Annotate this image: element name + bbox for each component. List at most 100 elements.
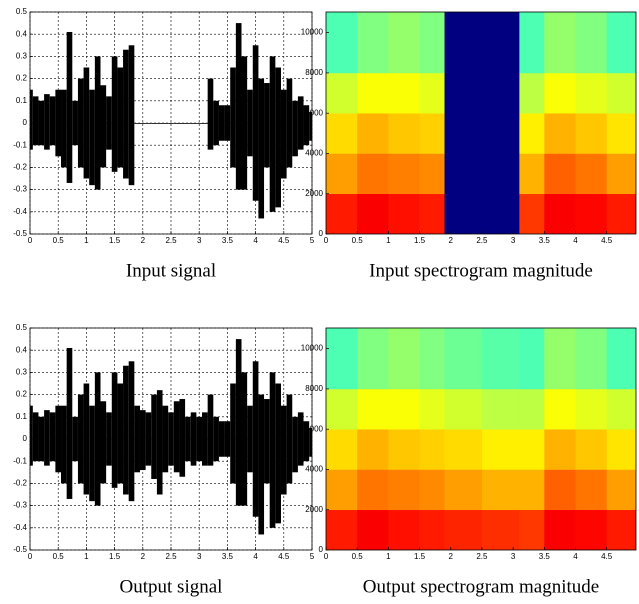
x-tick-label: 0.5 [53,552,65,561]
y-tick-label: 10000 [301,28,324,37]
y-tick-label: 6000 [305,108,323,117]
x-tick-label: 2.5 [476,552,488,561]
heat-cell [388,12,420,74]
x-tick-label: 2.5 [165,236,177,245]
heat-cell [388,72,420,114]
envelope [49,96,56,146]
x-tick-label: 2 [449,552,454,561]
heat-cell [419,153,445,195]
heat-cell [519,429,545,470]
heat-cell [575,193,607,234]
heat-cell [326,509,358,550]
heat-cell [544,509,576,550]
envelope [49,412,56,462]
envelope [292,416,298,473]
envelope [94,372,101,506]
y-tick-label: 0.3 [16,368,28,377]
heat-cell [575,509,607,550]
heat-cell [544,113,576,154]
heat-cell [481,193,520,234]
heat-cell [481,509,520,550]
heat-cell [481,429,520,470]
x-tick-label: 4 [573,236,578,245]
plot-frame [29,327,313,551]
heat-cell [357,469,389,511]
heat-cell [357,328,389,390]
heat-cell [544,72,576,114]
marks [326,12,636,234]
y-tick-label: 0.2 [16,390,28,399]
heat-cell [606,328,636,390]
x-tick-label: 0.5 [352,552,364,561]
envelope [89,405,95,502]
y-tick-label: 0.5 [16,323,28,332]
heat-cell [388,113,420,154]
y-tick-label: 8000 [305,384,323,393]
panel: 0 0.5 1 1.5 2 2.5 3 3.5 4 4.5 5 -0.5 -0.4 -0.3 -0.2 -0.… [13,323,315,597]
y-tick-label: -0.3 [13,185,27,194]
heat-cell [519,72,545,114]
heat-cell [606,153,636,195]
envelope [100,85,107,168]
envelope [168,123,174,124]
y-tick-label: -0.3 [13,501,27,510]
heat-cell [444,328,483,390]
heat-cell [519,153,545,195]
envelope [218,421,225,457]
heat-cell [388,153,420,195]
envelope [100,401,107,484]
envelope [218,105,225,141]
x-tick-label: 0 [324,552,329,561]
envelope [151,394,157,479]
x-tick-label: 5 [310,552,315,561]
envelope [106,96,112,150]
heat-cell [357,429,389,470]
heat-cell [606,388,636,430]
heat-cell [544,388,576,430]
heat-cell [544,12,576,74]
x-tick-label: 1 [84,236,89,245]
y-tick-label: 0.4 [16,29,28,38]
x-tick-label: 4.5 [601,236,613,245]
heat-cell [357,113,389,154]
heat-cell [326,328,358,390]
envelope [162,123,169,124]
panel: 0 0.5 1 1.5 2 2.5 3 3.5 4 4.5 0 2000 4000 6000 8000 100… [301,327,637,597]
heat-cell [326,72,358,114]
y-tick-label: 0.5 [16,7,28,16]
envelope [247,405,253,473]
y-tick-label: 0.2 [16,74,28,83]
heat-cell [444,509,483,550]
x-tick-label: 3 [511,236,516,245]
y-tick-label: -0.1 [13,456,27,465]
envelope [235,339,242,506]
envelope [134,123,140,124]
y-tick-label: -0.4 [13,207,27,216]
envelope [38,416,45,462]
y-tick-label: 6000 [305,424,323,433]
envelope [230,67,236,168]
y-tick-label: 2000 [305,189,323,198]
heat-cell [519,388,545,430]
heat-cell [326,113,358,154]
heat-cell [606,469,636,511]
envelope [297,96,304,150]
heat-cell [544,429,576,470]
heat-cell [519,113,545,154]
heat-cell [326,193,358,234]
envelope [179,399,186,477]
y-tick-label: 0.1 [16,96,28,105]
heat-cell [388,388,420,430]
envelope [111,372,118,488]
heat-cell [444,429,483,470]
heat-cell [419,113,445,154]
heat-cell [388,328,420,390]
heat-cell [481,388,520,430]
x-tick-label: 1.5 [109,552,121,561]
y-tick-label: -0.2 [13,479,27,488]
x-tick-label: 0 [28,552,33,561]
heat-cell [481,72,520,114]
y-tick-label: 0 [23,118,28,127]
envelope [275,383,281,524]
heat-cell [575,12,607,74]
